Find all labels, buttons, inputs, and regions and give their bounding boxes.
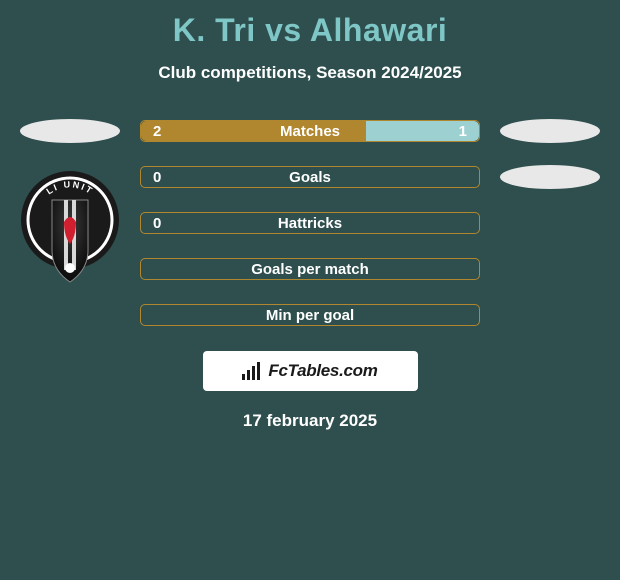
subtitle: Club competitions, Season 2024/2025 bbox=[0, 63, 620, 83]
player-right-marker bbox=[500, 165, 600, 189]
fctables-text: FcTables.com bbox=[268, 361, 377, 381]
player-left-marker bbox=[20, 119, 120, 143]
bar-left-segment: 0 bbox=[141, 167, 479, 187]
club-badge-svg: LI UNIT bbox=[20, 170, 120, 290]
bar-left-value: 0 bbox=[153, 169, 161, 186]
signal-icon bbox=[242, 362, 264, 380]
club-badge: LI UNIT bbox=[20, 170, 120, 290]
bar-left-segment bbox=[141, 305, 479, 325]
bar-left-value: 0 bbox=[153, 215, 161, 232]
bar-track: 0 Goals bbox=[140, 166, 480, 188]
bar-left-segment: 2 bbox=[141, 121, 366, 141]
bar-row-min-per-goal: Min per goal bbox=[20, 305, 600, 325]
page-title: K. Tri vs Alhawari bbox=[0, 0, 620, 49]
date-label: 17 february 2025 bbox=[0, 411, 620, 431]
bar-track: 2 1 Matches bbox=[140, 120, 480, 142]
bar-right-value: 1 bbox=[459, 123, 467, 140]
bar-left-value: 2 bbox=[153, 123, 161, 140]
player-right-marker bbox=[500, 119, 600, 143]
bar-row-matches: 2 1 Matches bbox=[20, 121, 600, 141]
bar-track: Min per goal bbox=[140, 304, 480, 326]
bar-right-segment: 1 bbox=[366, 121, 479, 141]
bar-track: Goals per match bbox=[140, 258, 480, 280]
bar-track: 0 Hattricks bbox=[140, 212, 480, 234]
infographic-container: K. Tri vs Alhawari Club competitions, Se… bbox=[0, 0, 620, 580]
bar-left-segment: 0 bbox=[141, 213, 479, 233]
fctables-attribution: FcTables.com bbox=[203, 351, 418, 391]
bar-left-segment bbox=[141, 259, 479, 279]
